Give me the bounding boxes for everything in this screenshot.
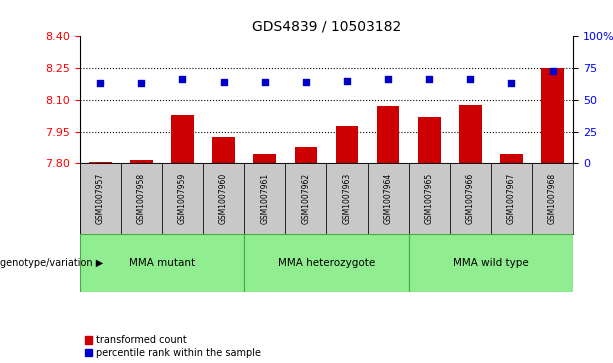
Point (219, 79, 229, 85)
Bar (327, 163, 368, 234)
Text: GSM1007958: GSM1007958 (137, 173, 146, 224)
Bar (253, 154, 276, 163)
Bar (89, 162, 112, 163)
Bar (244, 163, 285, 234)
Bar (295, 147, 317, 163)
Point (547, 68, 557, 73)
Point (137, 80, 147, 86)
Bar (368, 163, 409, 234)
Text: GSM1007963: GSM1007963 (343, 173, 351, 224)
Title: GDS4839 / 10503182: GDS4839 / 10503182 (252, 20, 401, 34)
Bar (377, 106, 400, 163)
Text: MMA heterozygote: MMA heterozygote (278, 258, 375, 268)
Bar (171, 115, 194, 163)
Text: GSM1007959: GSM1007959 (178, 173, 187, 224)
Point (424, 77, 434, 82)
Text: GSM1007965: GSM1007965 (425, 173, 434, 224)
Point (383, 77, 393, 82)
Bar (285, 163, 327, 234)
Bar (336, 126, 358, 163)
Bar (418, 117, 441, 163)
Text: genotype/variation ▶: genotype/variation ▶ (0, 258, 103, 268)
Bar (162, 163, 203, 234)
Text: GSM1007967: GSM1007967 (507, 173, 516, 224)
Bar (500, 154, 523, 163)
Point (260, 79, 270, 85)
Bar (491, 163, 532, 234)
Bar (80, 163, 121, 234)
Point (342, 78, 352, 83)
Text: GSM1007968: GSM1007968 (548, 173, 557, 224)
Text: GSM1007966: GSM1007966 (466, 173, 475, 224)
Text: MMA wild type: MMA wild type (453, 258, 529, 268)
Point (301, 79, 311, 85)
Bar (212, 137, 235, 163)
Legend: transformed count, percentile rank within the sample: transformed count, percentile rank withi… (85, 335, 261, 358)
Bar (409, 234, 573, 292)
Bar (121, 163, 162, 234)
Bar (450, 163, 491, 234)
Bar (541, 68, 564, 163)
Bar (244, 234, 409, 292)
Text: GSM1007962: GSM1007962 (302, 173, 310, 224)
Bar (532, 163, 573, 234)
Point (506, 80, 516, 86)
Bar (459, 105, 482, 163)
Text: GSM1007960: GSM1007960 (219, 173, 228, 224)
Text: GSM1007964: GSM1007964 (384, 173, 392, 224)
Text: GSM1007957: GSM1007957 (96, 173, 105, 224)
Bar (80, 234, 244, 292)
Text: GSM1007961: GSM1007961 (261, 173, 269, 224)
Text: MMA mutant: MMA mutant (129, 258, 195, 268)
Bar (409, 163, 450, 234)
Point (96, 80, 105, 86)
Bar (130, 160, 153, 163)
Point (465, 77, 475, 82)
Bar (203, 163, 244, 234)
Point (178, 77, 188, 82)
